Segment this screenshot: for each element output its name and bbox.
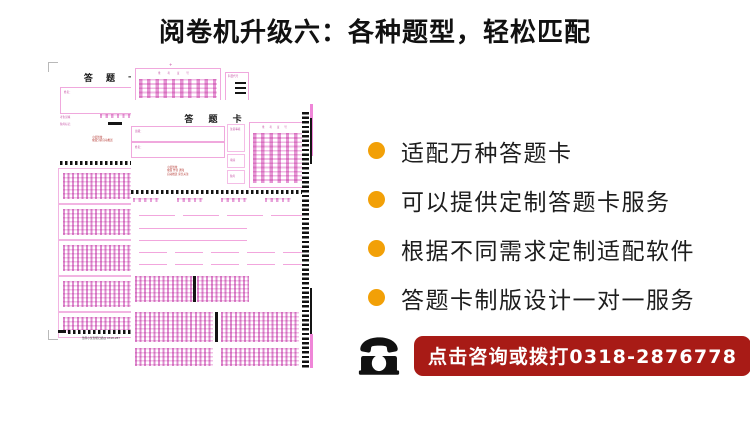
sheet-a-bottom-sync-bar: [68, 330, 168, 334]
feature-item-3: 根据不同需求定制适配软件: [368, 224, 743, 273]
sheet-b-lower-bubbles-2: [197, 276, 249, 302]
sheet-b-lower-bubbles-3: [135, 312, 213, 342]
sheet-b-sync-bar: [131, 190, 305, 194]
sheet-b-q-bubbles-2: [177, 198, 203, 202]
bullet-dot-icon: [368, 289, 385, 306]
sheet-a-exam-number-box: 准 考 证 号: [135, 68, 221, 102]
sheet-b-blank-line-7: [227, 215, 263, 216]
sheet-b-side-label-1: 注意事项: [230, 128, 241, 131]
sheet-b-lower-bubbles-5: [135, 348, 213, 366]
sheet-b-lower-divider-2: [215, 312, 218, 342]
sheet-a-bottom-mark: [58, 330, 66, 333]
sheet-b-side-box-1: 注意事项: [227, 124, 245, 152]
sheet-b-exam-number-bubbles: [253, 133, 303, 183]
sheet-b-edge-bar-bottom: [310, 288, 312, 334]
feature-item-1: 适配万种答题卡: [368, 126, 743, 175]
sheet-a-marker-bubbles-1: [100, 114, 140, 118]
sheet-a-absence-mark: [108, 122, 122, 125]
sheet-b-side-box-2: 填涂: [227, 154, 245, 168]
sheet-b-blank-line-18: [211, 264, 239, 265]
sheet-a-name-label: 姓名：: [64, 91, 72, 94]
sheet-b-blank-line-14: [247, 252, 275, 253]
feature-item-2: 可以提供定制答题卡服务: [368, 175, 743, 224]
feature-label-3: 根据不同需求定制适配软件: [401, 238, 695, 265]
sheet-b-blank-line-13: [211, 252, 239, 253]
sheet-b-edge-marker-bottom: [310, 334, 313, 368]
sheet-b-blank-line-11: [139, 252, 167, 253]
sheet-b-lower-bubbles-6: [221, 348, 299, 366]
sheet-b-lower-divider-1: [193, 276, 196, 302]
feature-label-2: 可以提供定制答题卡服务: [401, 189, 671, 216]
cta-group[interactable]: 点击咨询或拨打0318-2876778: [356, 334, 750, 378]
sheet-a-footer-note: 监科小优智能扫描仪 0318-287: [82, 336, 120, 340]
sheet-b-title: 答 题 卡: [184, 115, 248, 125]
sheet-b-blank-line-9: [139, 228, 247, 229]
telephone-icon: [358, 337, 400, 375]
sheet-a-sync-bar: [60, 161, 168, 165]
sheet-b-q-bubbles-4: [265, 198, 291, 202]
sheet-b-qr-code: [137, 162, 161, 186]
sheet-a-exam-number-bubbles: [139, 79, 217, 98]
sheet-b-timing-track: [302, 112, 309, 368]
sheet-a-title: 答 题 卡: [83, 74, 143, 84]
bullet-dot-icon: [368, 142, 385, 159]
sheet-b-class-box: 班级：: [131, 126, 225, 142]
sheet-b-q-bubbles-1: [133, 198, 159, 202]
bullet-dot-icon: [368, 240, 385, 257]
sheet-a-subject-mark-3: [235, 92, 246, 94]
sheet-a-qr-caption: 小优智校 成绩分析自动推送: [92, 136, 113, 143]
sheet-a-field-label-1: 考生禁填: [60, 116, 71, 119]
sheet-b-qr-caption: 小优智校 成绩 作业 通知 自动推送 家长关注: [167, 166, 189, 176]
sheet-a-subject-mark-2: [235, 87, 246, 89]
sheet-b-blank-line-8: [271, 215, 303, 216]
sheet-b-blank-line-6: [183, 215, 219, 216]
registration-mark-top-left: [48, 62, 58, 72]
answer-sheet-back-image: 答 题 卡 班级： 姓名： 小优智校 成绩 作业 通知 自动推送 家长关注 注意事项…: [131, 100, 307, 372]
sheet-b-blank-line-19: [247, 264, 275, 265]
sheet-b-exam-number-box: 准 考 证 号: [249, 122, 307, 188]
sheet-a-subject-label: 科目代号: [228, 75, 239, 78]
feature-item-4: 答题卡制版设计一对一服务: [368, 273, 743, 322]
sheet-b-class-label: 班级：: [135, 130, 143, 133]
sheet-b-blank-line-15: [283, 252, 303, 253]
sheet-b-blank-line-5: [139, 215, 175, 216]
sheet-b-blank-line-10: [139, 240, 247, 241]
sheet-b-blank-line-12: [175, 252, 203, 253]
sheet-a-subject-box: 科目代号: [225, 72, 249, 102]
feature-list: 适配万种答题卡 可以提供定制答题卡服务 根据不同需求定制适配软件 答题卡制版设计…: [368, 126, 743, 322]
sheet-b-lower-bubbles-1: [135, 276, 193, 302]
sheet-b-edge-bar-top: [310, 118, 312, 164]
sheet-b-blank-line-20: [283, 264, 303, 265]
sheet-b-exam-number-label: 准 考 证 号: [262, 126, 289, 129]
sheet-b-side-box-3: 缺考: [227, 170, 245, 184]
sheet-b-name-label: 姓名：: [135, 146, 143, 149]
sheet-a-plus-mark: +: [169, 62, 173, 67]
feature-label-1: 适配万种答题卡: [401, 140, 573, 167]
sheet-a-field-label-2: 缺考标记: [60, 123, 71, 126]
sheet-b-side-label-3: 缺考: [230, 175, 236, 178]
sheet-b-lower-bubbles-4: [221, 312, 299, 342]
registration-mark-bottom-left: [48, 330, 58, 340]
sheet-b-side-label-2: 填涂: [230, 159, 236, 162]
sheet-a-exam-number-label: 准 考 证 号: [158, 72, 192, 75]
sheet-b-blank-line-16: [139, 264, 167, 265]
sheet-a-qr-code: [60, 130, 86, 156]
sheet-b-q-bubbles-3: [221, 198, 247, 202]
sheet-b-name-box: 姓名：: [131, 142, 225, 158]
sheet-b-blank-line-17: [175, 264, 203, 265]
cta-label: 点击咨询或拨打0318-2876778: [428, 346, 738, 368]
bullet-dot-icon: [368, 191, 385, 208]
page-title: 阅卷机升级六：各种题型，轻松匹配: [158, 18, 591, 48]
feature-label-4: 答题卡制版设计一对一服务: [401, 287, 695, 314]
cta-button[interactable]: 点击咨询或拨打0318-2876778: [414, 336, 750, 376]
sheet-a-subject-mark-1: [235, 82, 246, 84]
sheet-a-header-strip: + 准 考 证 号 科目代号: [131, 62, 251, 104]
